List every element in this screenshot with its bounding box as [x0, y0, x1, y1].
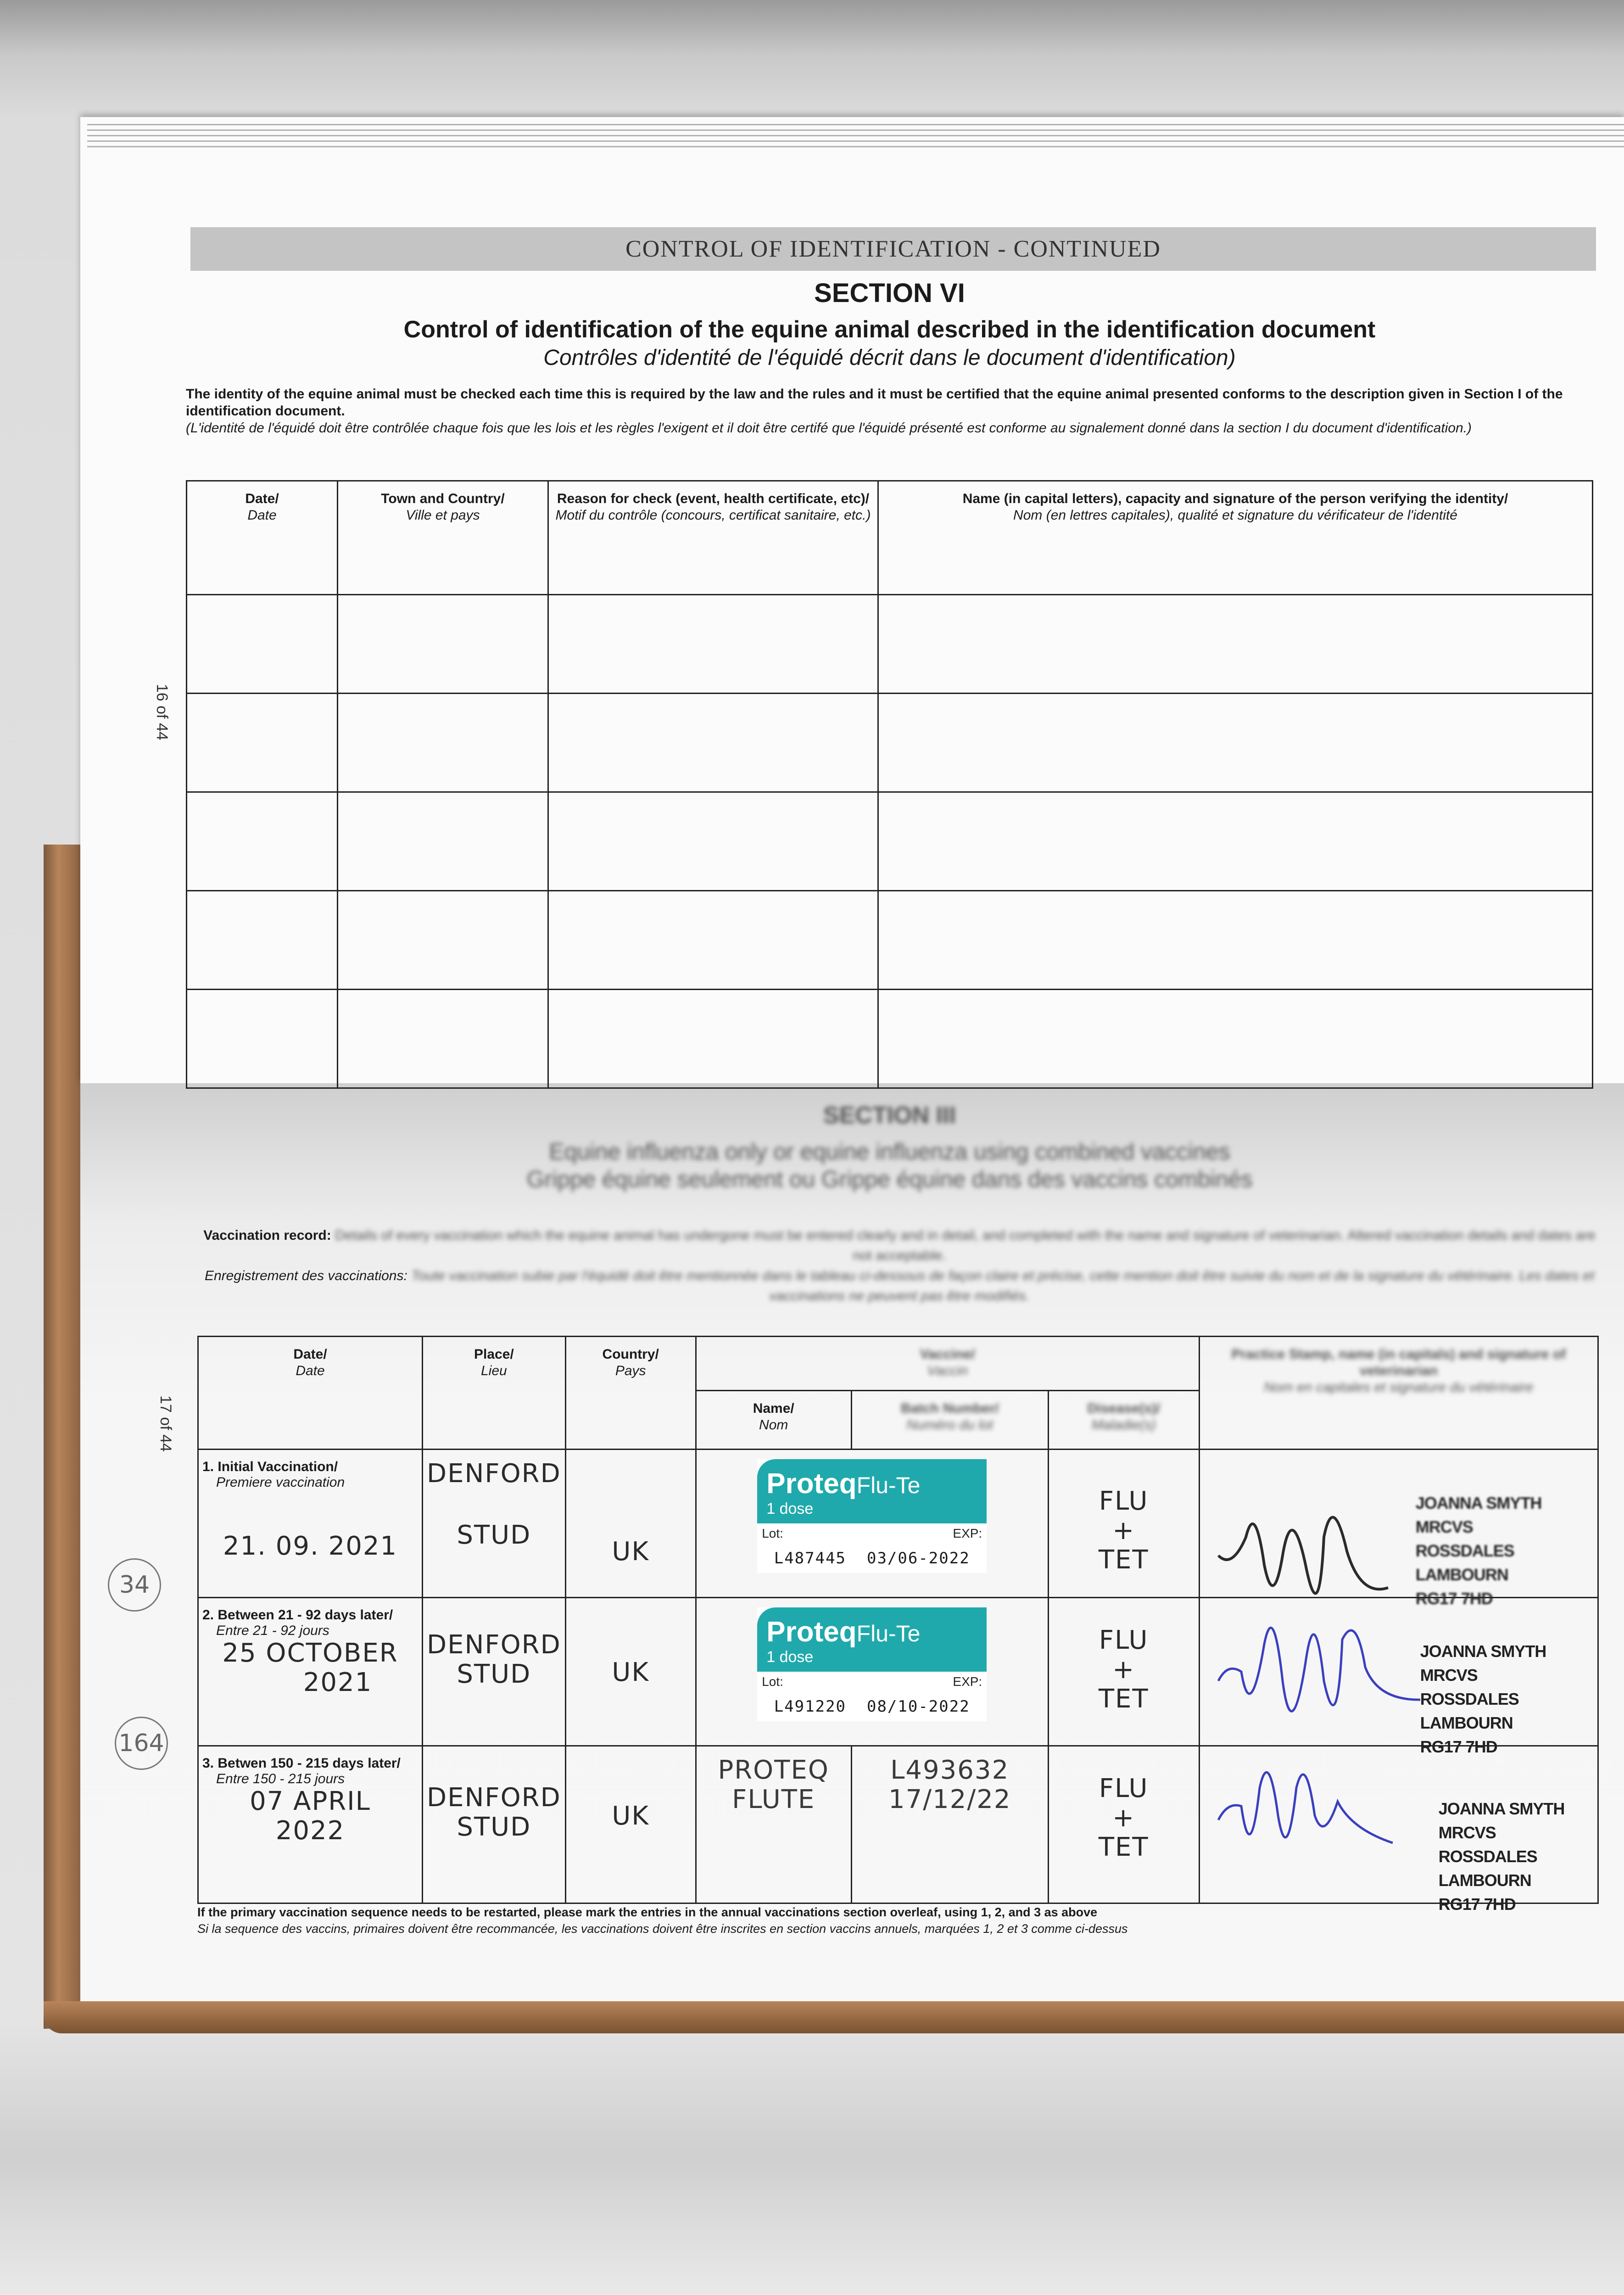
table-row	[186, 693, 1593, 793]
country-cell: UK	[564, 1745, 697, 1904]
intro-en: The identity of the equine animal must b…	[186, 386, 1563, 419]
batch-cell: L493632 17/12/22	[850, 1745, 1049, 1904]
place-cell: DENFORD STUD	[422, 1449, 566, 1598]
identity-check-table: Date/Date Town and Country/Ville et pays…	[186, 480, 1593, 1089]
disease-cell: FLU + TET	[1047, 1449, 1200, 1598]
margin-note-circle: 164	[115, 1717, 168, 1770]
intro-fr: (L'identité de l'équidé doit être contrô…	[186, 420, 1472, 436]
handwritten-date: 07 APRIL	[250, 1786, 371, 1816]
country-cell: UK	[564, 1449, 697, 1598]
table-row	[186, 989, 1593, 1089]
table-row: 2. Between 21 - 92 days later/Entre 21 -…	[197, 1597, 1599, 1756]
disease-cell: FLU + TET	[1047, 1597, 1200, 1746]
vaccine-name-cell: PROTEQ FLUTE	[695, 1745, 852, 1904]
signature	[1217, 1516, 1389, 1595]
table-row	[186, 890, 1593, 990]
header-disease: Disease(s)/Maladie(s)	[1047, 1390, 1200, 1450]
vaccination-record-text: Vaccination record: Details of every vac…	[203, 1228, 1596, 1304]
table-header-row: Date/Date Town and Country/Ville et pays…	[186, 480, 1593, 595]
stage-cell: 1. Initial Vaccination/Premiere vaccinat…	[197, 1449, 423, 1598]
band-title: CONTROL OF IDENTIFICATION - CONTINUED	[625, 236, 1161, 262]
section-iii-title: SECTION III	[823, 1102, 956, 1129]
header-verifier: Name (in capital letters), capacity and …	[877, 480, 1593, 595]
vaccine-sticker: ProteqFlu-Te 1 dose Lot: EXP: L491220 08/1…	[757, 1607, 987, 1721]
vet-stamp: JOANNA SMYTH MRCVS ROSSDALES LAMBOURN RG17…	[1415, 1494, 1542, 1608]
book-cover-bottom-edge	[44, 2001, 1624, 2033]
handwritten-date: 25 OCTOBER	[222, 1638, 398, 1668]
book-cover-edge	[44, 845, 80, 2029]
intro-text: The identity of the equine animal must b…	[186, 386, 1590, 437]
practice-stamp-cell: JOANNA SMYTH MRCVS ROSSDALES LAMBOURN RG17…	[1198, 1449, 1599, 1608]
practice-stamp-cell: JOANNA SMYTH MRCVS ROSSDALES LAMBOURN RG17…	[1198, 1745, 1599, 1914]
handwritten-date: 21. 09. 2021	[223, 1531, 398, 1561]
section-iii-subtitle-fr: Grippe équine seulement ou Grippe équine…	[526, 1166, 1253, 1192]
header-country: Country/Pays	[564, 1336, 697, 1450]
header-date: Date/Date	[197, 1336, 423, 1450]
header-date: Date/Date	[186, 480, 338, 595]
stage-cell: 2. Between 21 - 92 days later/Entre 21 -…	[197, 1597, 423, 1746]
signature	[1217, 1771, 1393, 1844]
table-row	[186, 594, 1593, 694]
header-town-country: Town and Country/Ville et pays	[337, 480, 549, 595]
vaccine-label-cell: ProteqFlu-Te 1 dose Lot: EXP: L491220 08/1…	[695, 1597, 1049, 1746]
signature	[1217, 1626, 1420, 1713]
header-reason: Reason for check (event, health certific…	[547, 480, 879, 595]
disease-cell: FLU + TET	[1047, 1745, 1200, 1904]
table-row	[186, 791, 1593, 891]
margin-note-circle: 34	[108, 1558, 161, 1612]
page-title: Control of identification of the equine …	[403, 316, 1376, 343]
header-place: Place/Lieu	[422, 1336, 566, 1450]
place-cell: DENFORD STUD	[422, 1597, 566, 1746]
vaccine-sticker: ProteqFlu-Te 1 dose Lot: EXP: L487445 03/0…	[757, 1459, 987, 1573]
vaccine-label-cell: ProteqFlu-Te 1 dose Lot: EXP: L487445 03/0…	[695, 1449, 1049, 1598]
page-number: 17 of 44	[157, 1395, 174, 1452]
country-cell: UK	[564, 1597, 697, 1746]
section-iii-subtitle-en: Equine influenza only or equine influenz…	[549, 1139, 1230, 1164]
header-practice-stamp: Practice Stamp, name (in capitals) and s…	[1198, 1336, 1599, 1450]
footnote: If the primary vaccination sequence need…	[197, 1905, 1128, 1936]
vaccination-table: Date/Date Place/Lieu Country/Pays Vaccin…	[197, 1336, 1599, 1914]
place-cell: DENFORD STUD	[422, 1745, 566, 1904]
page-edge-lines	[87, 124, 1624, 151]
page-number: 16 of 44	[153, 684, 171, 740]
header-vaccine-name: Name/Nom	[695, 1390, 852, 1450]
header-vaccine: Vaccine/Vaccin	[695, 1336, 1200, 1391]
section-title: SECTION VI	[814, 278, 965, 308]
page-subtitle: Contrôles d'identité de l'équidé décrit …	[543, 346, 1236, 370]
table-row: 1. Initial Vaccination/Premiere vaccinat…	[197, 1449, 1599, 1608]
practice-stamp-cell: JOANNA SMYTH MRCVS ROSSDALES LAMBOURN RG17…	[1198, 1597, 1599, 1756]
header-batch-number: Batch Number/Numéro du lot	[850, 1390, 1049, 1450]
vet-stamp: JOANNA SMYTH MRCVS ROSSDALES LAMBOURN RG17…	[1438, 1799, 1565, 1914]
vet-stamp: JOANNA SMYTH MRCVS ROSSDALES LAMBOURN RG17…	[1420, 1642, 1547, 1756]
stage-cell: 3. Betwen 150 - 215 days later/Entre 150…	[197, 1745, 423, 1904]
table-row: 3. Betwen 150 - 215 days later/Entre 150…	[197, 1745, 1599, 1914]
header-band: CONTROL OF IDENTIFICATION - CONTINUED	[190, 227, 1596, 271]
